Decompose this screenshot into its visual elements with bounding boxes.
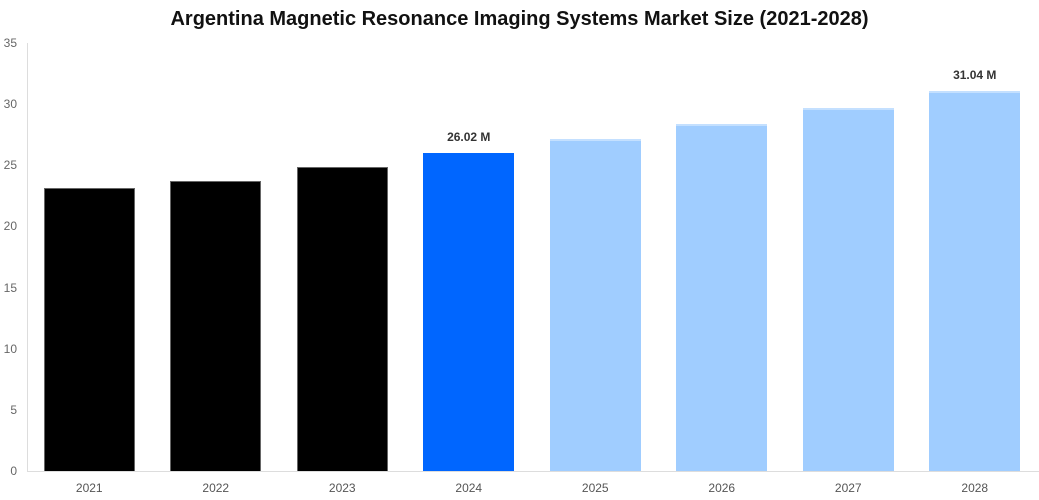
bar-2025[interactable] <box>549 138 641 471</box>
x-tick-label: 2022 <box>202 481 230 495</box>
y-axis-line <box>27 43 28 471</box>
value-label: 31.04 M <box>953 68 997 83</box>
y-tick-label: 15 <box>3 280 17 295</box>
y-tick-label: 10 <box>3 341 17 356</box>
bar-2026[interactable] <box>676 123 768 471</box>
y-tick-label: 20 <box>3 219 17 234</box>
value-label: 26.02 M <box>447 129 491 144</box>
bar-2022[interactable] <box>170 181 262 471</box>
y-tick-label: 0 <box>10 464 17 478</box>
bar-2021[interactable] <box>43 187 135 471</box>
bar-2027[interactable] <box>802 107 894 471</box>
x-tick-label: 2023 <box>328 481 356 495</box>
x-axis-line <box>27 471 1039 472</box>
x-tick-label: 2024 <box>455 481 483 495</box>
x-tick-label: 2021 <box>75 481 103 495</box>
y-tick-label: 5 <box>10 402 17 417</box>
y-tick-label: 30 <box>3 97 17 112</box>
x-tick-label: 2028 <box>961 481 989 495</box>
bar-2023[interactable] <box>296 167 388 471</box>
bar-2028[interactable] <box>929 91 1021 471</box>
x-tick-label: 2026 <box>708 481 736 495</box>
y-tick-label: 35 <box>3 36 17 50</box>
x-tick-label: 2025 <box>581 481 609 495</box>
bar-2024[interactable] <box>423 152 515 471</box>
chart-title: Argentina Magnetic Resonance Imaging Sys… <box>170 8 869 30</box>
y-tick-label: 25 <box>3 158 17 173</box>
x-tick-label: 2027 <box>834 481 862 495</box>
